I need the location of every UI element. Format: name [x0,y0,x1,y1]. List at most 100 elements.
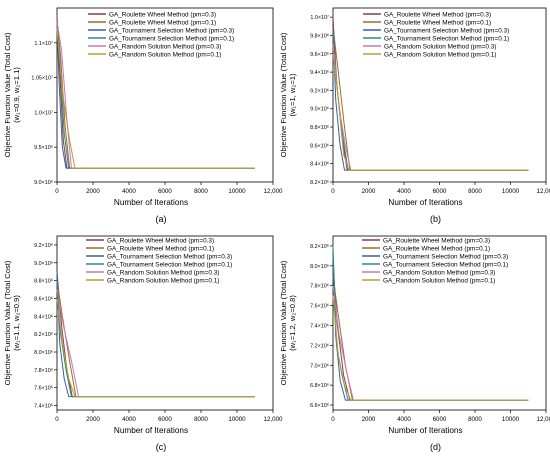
y-tick-label: 9.5×10⁶ [34,145,53,151]
series-line-6 [332,53,529,171]
x-tick-label: 12,000 [537,416,550,423]
legend-entry: GA_Roulette Wheel Method (pm=0.3) [384,11,491,18]
chart-panel-d: 0 2000 4000 6000 8000 10000 12,000 6.6×10⁶ 6.8×1… [279,235,550,452]
x-axis-label: Number of Iterations [388,198,462,207]
x-tick-label: 8000 [194,416,208,423]
y-tick-label: 6.6×10⁶ [310,403,329,409]
y-tick-label: 8.0×10⁶ [310,264,329,270]
x-tick-label: 10000 [228,416,246,423]
x-tick-label: 6000 [158,416,172,423]
y-tick-label: 8.4×10⁶ [310,162,329,168]
y-axis-label: Objective Function Value (Total Cost) [279,32,288,157]
chart-panel-b: 0 2000 4000 6000 8000 10000 12,000 8.2×10⁶ 8.4×1… [279,7,550,224]
legend-entry: GA_Random Solution Method (pm=0.1) [384,51,496,58]
legend-entry: GA_Random Solution Method (pm=0.3) [109,43,221,50]
series-line-2 [332,275,529,401]
x-tick-label: 12,000 [264,188,283,195]
y-tick-label: 8.6×10⁶ [34,296,53,302]
x-tick-label: 10000 [502,416,520,423]
legend-entry: GA_Roulette Wheel Method (pm=0.3) [383,237,490,244]
y-tick-label: 7.8×10⁶ [310,284,329,290]
y-tick-label: 8.4×10⁶ [34,314,53,320]
panel-caption: (b) [430,214,441,224]
legend-entry: GA_Tournament Selection Method (pm=0.1) [109,35,234,42]
legend-entry: GA_Roulette Wheel Method (pm=0.1) [109,19,216,26]
y-tick-label: 9.8×10⁶ [310,33,329,39]
legend-entry: GA_Random Solution Method (pm=0.3) [384,43,496,50]
x-tick-label: 8000 [468,188,482,195]
x-axis-label: Number of Iterations [388,426,462,435]
legend-entry: GA_Random Solution Method (pm=0.3) [107,269,219,276]
series-line-5 [332,285,529,401]
y-axis-label: Objective Function Value (Total Cost) [3,32,12,157]
y-axis-sublabel: (w₁=1, w₂=1) [288,73,297,117]
x-tick-label: 0 [55,188,59,195]
legend-entry: GA_Tournament Selection Method (pm=0.1) [384,35,509,42]
y-tick-label: 7.2×10⁶ [310,343,329,349]
x-tick-label: 0 [331,416,335,423]
y-tick-label: 1.0×10⁷ [34,110,53,116]
x-tick-label: 4000 [397,188,411,195]
y-tick-label: 8.2×10⁶ [34,332,53,338]
legend-entry: GA_Tournament Selection Method (pm=0.1) [107,261,232,268]
y-tick-label: 9.6×10⁶ [310,52,329,58]
legend-entry: GA_Random Solution Method (pm=0.1) [383,277,495,284]
x-tick-label: 12,000 [537,188,550,195]
y-tick-label: 9.0×10⁶ [34,180,53,186]
x-tick-label: 4000 [122,416,136,423]
legend-entry: GA_Roulette Wheel Method (pm=0.1) [383,245,490,252]
x-tick-label: 10000 [502,188,520,195]
x-tick-label: 6000 [433,188,447,195]
y-tick-label: 9.0×10⁶ [310,107,329,113]
y-tick-label: 7.6×10⁶ [34,386,53,392]
series-line-5 [332,44,529,171]
series-line-5 [56,289,255,398]
x-axis-label: Number of Iterations [114,198,188,207]
x-axis-label: Number of Iterations [114,426,188,435]
y-tick-label: 6.8×10⁶ [310,383,329,389]
legend-entry: GA_Tournament Selection Method (pm=0.3) [383,253,508,260]
y-tick-label: 9.0×10⁶ [34,261,53,267]
series-line-6 [56,298,255,398]
y-tick-label: 8.2×10⁶ [310,180,329,186]
series-line-4 [56,280,255,398]
y-tick-label: 1.0×10⁷ [310,15,329,21]
y-tick-label: 1.1×10⁷ [34,41,53,47]
y-tick-label: 8.8×10⁶ [310,125,329,131]
x-tick-label: 10000 [228,188,246,195]
y-tick-label: 9.2×10⁶ [310,88,329,94]
chart-panel-c: 0 2000 4000 6000 8000 10000 12,000 7.4×10⁶ 7.6×1… [3,235,283,452]
y-tick-label: 7.0×10⁶ [310,363,329,369]
legend-entry: GA_Roulette Wheel Method (pm=0.1) [384,19,491,26]
legend-entry: GA_Random Solution Method (pm=0.1) [109,51,221,58]
series-line-1 [56,271,255,398]
panel-caption: (a) [156,214,167,224]
legend-entry: GA_Tournament Selection Method (pm=0.3) [107,253,232,260]
legend-entry: GA_Random Solution Method (pm=0.3) [383,269,495,276]
y-tick-label: 8.2×10⁶ [310,244,329,250]
legend-entry: GA_Roulette Wheel Method (pm=0.3) [109,11,216,18]
y-tick-label: 7.4×10⁶ [34,404,53,410]
y-tick-label: 7.6×10⁶ [310,304,329,310]
x-tick-label: 12,000 [264,416,283,423]
panel-caption: (d) [430,442,441,452]
y-tick-label: 8.6×10⁶ [310,143,329,149]
x-tick-label: 6000 [433,416,447,423]
x-tick-label: 4000 [122,188,136,195]
series-line-6 [332,295,529,401]
y-axis-label: Objective Function Value (Total Cost) [279,260,288,385]
y-tick-label: 1.05×10⁷ [31,76,53,82]
y-axis-sublabel: (w₁=1.1, w₂=0.9) [12,295,21,351]
y-tick-label: 7.8×10⁶ [34,368,53,374]
panel-caption: (c) [156,442,167,452]
x-tick-label: 8000 [468,416,482,423]
x-tick-label: 2000 [86,416,100,423]
x-tick-label: 6000 [158,188,172,195]
y-tick-label: 8.0×10⁶ [34,350,53,356]
legend-entry: GA_Random Solution Method (pm=0.1) [107,277,219,284]
x-tick-label: 2000 [362,188,376,195]
y-axis-sublabel: (w₁=0.9, w₂=1.1) [12,67,21,123]
legend-entry: GA_Roulette Wheel Method (pm=0.1) [107,245,214,252]
legend-entry: GA_Tournament Selection Method (pm=0.3) [384,27,509,34]
y-tick-label: 9.2×10⁶ [34,243,53,249]
